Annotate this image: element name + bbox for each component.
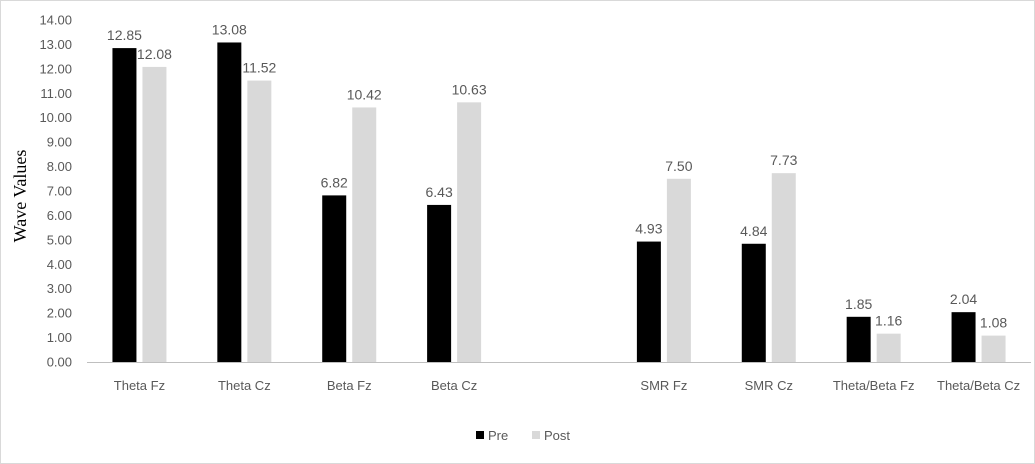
y-tick-label: 13.00 xyxy=(39,37,72,52)
bar-pre xyxy=(322,195,347,362)
bar-pre xyxy=(951,312,976,362)
bar-pre xyxy=(427,204,452,362)
data-label: 1.85 xyxy=(845,296,872,312)
bar-post xyxy=(876,333,901,362)
y-tick-label: 10.00 xyxy=(39,110,72,125)
legend-label-pre: Pre xyxy=(488,428,508,443)
data-label: 2.04 xyxy=(950,291,977,307)
data-label: 1.08 xyxy=(980,315,1007,331)
y-tick-label: 3.00 xyxy=(47,281,72,296)
category-label: Theta Cz xyxy=(218,378,271,393)
category-label: Beta Cz xyxy=(431,378,477,393)
data-label: 7.73 xyxy=(770,152,797,168)
category-label: Theta/Beta Cz xyxy=(937,378,1020,393)
bar-pre xyxy=(741,243,766,362)
y-tick-label: 6.00 xyxy=(47,208,72,223)
data-label: 10.63 xyxy=(452,81,487,97)
bars-group xyxy=(112,42,1006,363)
data-label: 4.93 xyxy=(635,221,662,237)
category-label: SMR Cz xyxy=(745,378,793,393)
y-tick-label: 8.00 xyxy=(47,159,72,174)
bar-post xyxy=(352,107,377,362)
bar-post xyxy=(771,173,796,362)
data-labels-group: 12.85 12.08 13.08 11.52 6.82 10.42 6.43 10.63 4.… xyxy=(107,21,1007,330)
data-label: 1.16 xyxy=(875,313,902,329)
category-label: SMR Fz xyxy=(640,378,687,393)
category-label: Theta Fz xyxy=(114,378,165,393)
y-tick-label: 12.00 xyxy=(39,61,72,76)
data-label: 12.08 xyxy=(137,46,172,62)
y-tick-label: 2.00 xyxy=(47,306,72,321)
data-label: 6.43 xyxy=(425,184,452,200)
data-label: 12.85 xyxy=(107,27,142,43)
bar-pre xyxy=(636,241,661,362)
bar-pre xyxy=(846,316,871,362)
legend: Pre Post xyxy=(476,428,570,443)
category-label: Theta/Beta Fz xyxy=(833,378,915,393)
y-tick-label: 7.00 xyxy=(47,184,72,199)
y-tick-label: 4.00 xyxy=(47,257,72,272)
y-axis-label: Wave Values xyxy=(10,150,30,243)
y-tick-label: 5.00 xyxy=(47,232,72,247)
legend-swatch-post xyxy=(532,431,540,439)
data-label: 6.82 xyxy=(321,174,348,190)
category-labels-group: Theta Fz Theta Cz Beta Fz Beta Cz SMR Fz SMR … xyxy=(114,378,1020,393)
y-tick-label: 14.00 xyxy=(39,13,72,28)
data-label: 11.52 xyxy=(242,60,276,76)
y-axis-ticks: 0.00 1.00 2.00 3.00 4.00 5.00 6.00 7.00 8.00 9.00… xyxy=(39,13,72,370)
data-label: 13.08 xyxy=(212,21,247,37)
y-tick-label: 0.00 xyxy=(47,355,72,370)
bar-post xyxy=(142,66,167,362)
legend-swatch-pre xyxy=(476,431,484,439)
data-label: 10.42 xyxy=(347,86,382,102)
bar-post xyxy=(666,178,691,362)
data-label: 7.50 xyxy=(665,158,692,174)
legend-label-post: Post xyxy=(544,428,570,443)
bar-post xyxy=(247,80,272,362)
bar-pre xyxy=(112,48,137,362)
y-tick-label: 11.00 xyxy=(40,86,72,101)
y-tick-label: 1.00 xyxy=(47,330,72,345)
y-tick-label: 9.00 xyxy=(47,135,72,150)
data-label: 4.84 xyxy=(740,223,767,239)
category-label: Beta Fz xyxy=(327,378,372,393)
bar-post xyxy=(457,102,482,363)
bar-post xyxy=(981,335,1006,362)
bar-pre xyxy=(217,42,242,363)
